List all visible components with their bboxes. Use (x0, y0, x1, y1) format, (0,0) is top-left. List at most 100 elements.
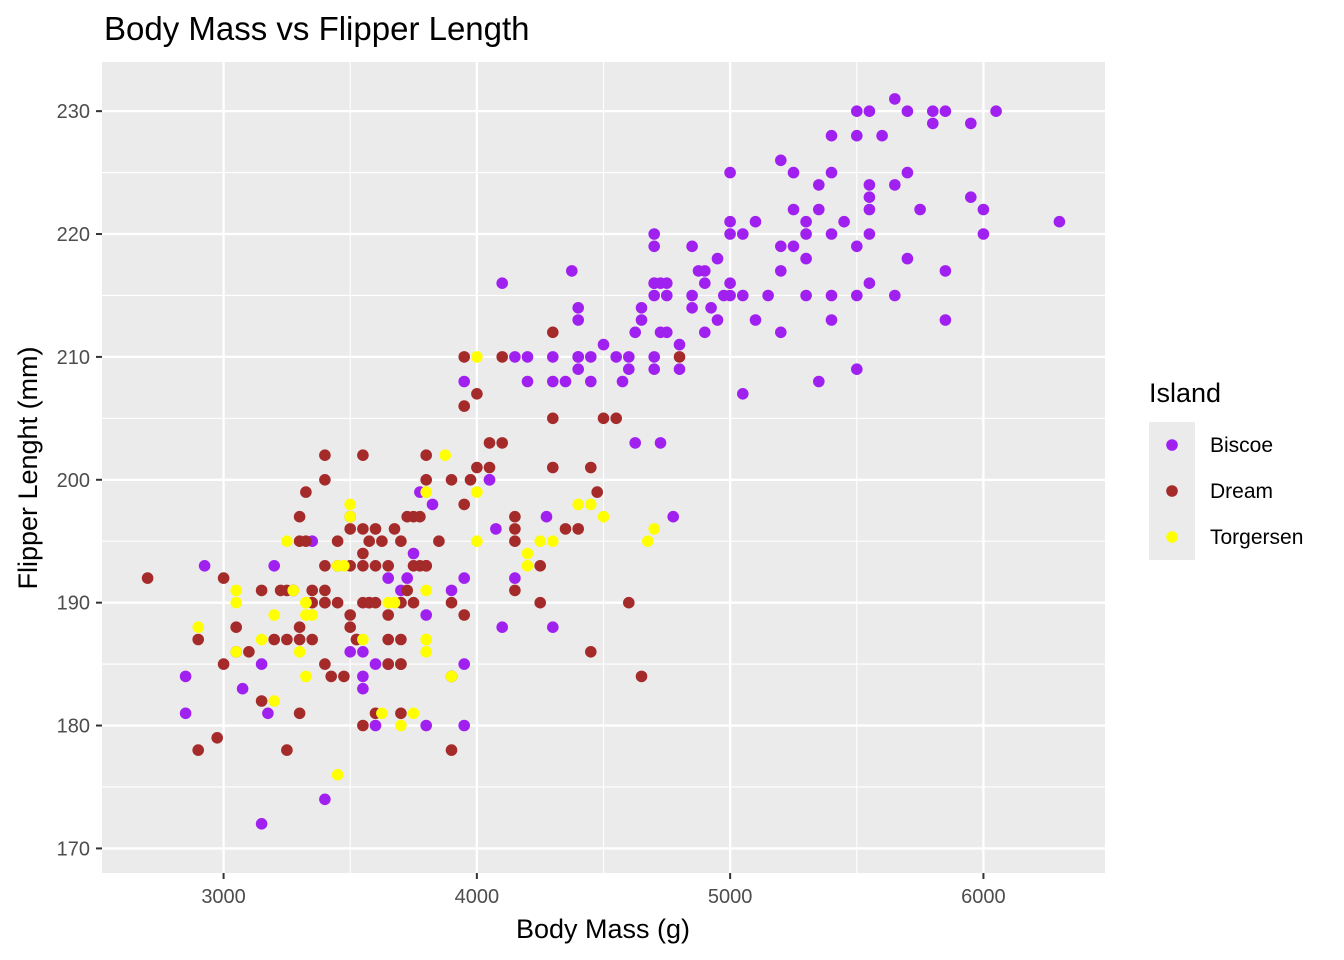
point-dream (357, 523, 369, 535)
y-tick-label: 190 (57, 593, 90, 615)
legend-entries: Biscoe Dream Torgersen (1149, 422, 1303, 560)
point-biscoe (667, 510, 679, 523)
point-torgersen (420, 633, 433, 646)
point-biscoe (198, 560, 211, 572)
point-dream (211, 732, 223, 744)
point-dream (293, 621, 306, 633)
point-biscoe (889, 289, 901, 302)
point-dream (344, 621, 357, 633)
point-biscoe (863, 203, 876, 216)
point-dream (483, 437, 496, 449)
point-torgersen (572, 498, 584, 511)
y-axis: 170 180 190 200 210 220 230 (57, 101, 102, 860)
point-biscoe (939, 105, 952, 117)
point-torgersen (445, 670, 458, 683)
point-biscoe (357, 682, 369, 695)
point-biscoe (635, 314, 648, 326)
point-biscoe (775, 326, 787, 339)
point-biscoe (686, 289, 698, 302)
legend-label-biscoe: Biscoe (1210, 434, 1273, 457)
point-dream (407, 596, 420, 609)
point-biscoe (572, 351, 584, 363)
point-biscoe (179, 670, 192, 683)
point-biscoe (445, 584, 458, 597)
point-biscoe (775, 154, 787, 167)
point-dream (496, 351, 509, 363)
point-biscoe (382, 572, 395, 584)
point-biscoe (458, 572, 471, 584)
point-biscoe (863, 179, 876, 191)
point-dream (591, 486, 603, 498)
point-torgersen (331, 768, 344, 781)
point-dream (293, 633, 306, 646)
point-dream (243, 646, 255, 658)
point-dream (534, 560, 546, 572)
point-biscoe (629, 326, 641, 339)
point-dream (268, 633, 281, 646)
point-dream (344, 523, 357, 535)
point-torgersen (300, 670, 312, 683)
point-dream (376, 535, 388, 547)
point-biscoe (889, 93, 901, 105)
point-biscoe (547, 621, 559, 633)
point-biscoe (255, 818, 268, 830)
point-torgersen (287, 584, 300, 597)
legend-key-torgersen (1166, 531, 1178, 543)
point-biscoe (369, 658, 382, 670)
point-torgersen (521, 547, 534, 560)
point-biscoe (566, 265, 578, 277)
point-dream (585, 461, 597, 474)
point-dream (319, 474, 331, 486)
point-biscoe (686, 302, 698, 314)
point-biscoe (825, 166, 838, 179)
point-biscoe (990, 105, 1002, 117)
point-dream (382, 633, 395, 646)
point-biscoe (825, 314, 838, 326)
point-torgersen (642, 535, 654, 547)
point-dream (420, 560, 433, 572)
point-dream (217, 572, 230, 584)
point-torgersen (388, 596, 401, 609)
point-biscoe (711, 252, 724, 265)
point-dream (382, 609, 395, 621)
point-torgersen (357, 633, 369, 646)
point-biscoe (977, 228, 990, 240)
point-dream (464, 474, 477, 486)
point-biscoe (1053, 215, 1066, 228)
point-dream (509, 510, 521, 523)
point-dream (255, 695, 268, 707)
point-torgersen (268, 695, 281, 707)
point-biscoe (901, 166, 914, 179)
point-dream (401, 584, 414, 597)
point-dream (382, 658, 395, 670)
point-biscoe (483, 474, 496, 486)
point-biscoe (585, 375, 597, 388)
point-biscoe (255, 658, 268, 670)
point-torgersen (471, 535, 483, 547)
point-dream (395, 707, 407, 720)
point-dream (325, 670, 338, 683)
point-biscoe (724, 228, 736, 240)
point-dream (255, 584, 268, 597)
point-biscoe (648, 228, 660, 240)
point-torgersen (471, 351, 483, 363)
y-tick-label: 200 (57, 470, 90, 492)
point-torgersen (439, 449, 452, 462)
point-dream (217, 658, 230, 670)
point-biscoe (813, 203, 825, 216)
chart-title: Body Mass vs Flipper Length (104, 10, 530, 47)
point-dream (635, 670, 648, 683)
data-points (141, 93, 1066, 830)
point-biscoe (572, 314, 584, 326)
point-biscoe (977, 203, 990, 216)
point-biscoe (800, 228, 812, 240)
point-biscoe (939, 265, 952, 277)
point-torgersen (293, 646, 306, 658)
point-torgersen (547, 535, 559, 547)
point-biscoe (673, 363, 686, 376)
point-biscoe (344, 646, 357, 658)
point-biscoe (623, 351, 635, 363)
point-biscoe (661, 326, 673, 339)
point-torgersen (420, 584, 433, 597)
point-biscoe (661, 277, 673, 290)
